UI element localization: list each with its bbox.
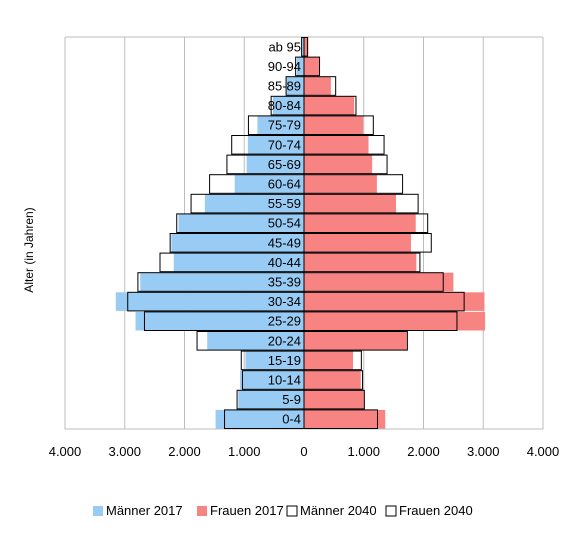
age-group-label: 10-14 bbox=[268, 373, 301, 388]
age-group-label: 30-34 bbox=[268, 294, 301, 309]
legend-label: Männer 2040 bbox=[300, 503, 377, 518]
bar-maenner-2017-ab-95 bbox=[302, 37, 304, 57]
age-group-label: 25-29 bbox=[268, 314, 301, 329]
bar-maenner-2017-0-4 bbox=[215, 409, 304, 429]
bar-frauen-2017-55-59 bbox=[304, 194, 397, 213]
age-group-label: 90-94 bbox=[268, 59, 301, 74]
bar-frauen-2017-ab-95 bbox=[304, 37, 309, 57]
bar-frauen-2017-80-84 bbox=[304, 96, 355, 115]
bar-frauen-2017-70-74 bbox=[304, 135, 369, 155]
age-group-label: 70-74 bbox=[268, 137, 301, 152]
bar-maenner-2017-35-39 bbox=[140, 272, 304, 292]
legend-swatch bbox=[286, 505, 298, 517]
age-group-label: 20-24 bbox=[268, 333, 301, 348]
x-tick-label: 4.000 bbox=[527, 444, 560, 459]
bar-frauen-2017-45-49 bbox=[304, 233, 411, 253]
age-group-label: 5-9 bbox=[282, 392, 301, 407]
x-tick-label: 0 bbox=[300, 444, 307, 459]
bar-maenner-2017-40-44 bbox=[173, 253, 304, 272]
bar-maenner-2017-55-59 bbox=[204, 194, 304, 213]
x-tick-label: 1.000 bbox=[347, 444, 380, 459]
age-group-label: 60-64 bbox=[268, 177, 301, 192]
bar-frauen-2017-90-94 bbox=[304, 57, 319, 76]
bar-frauen-2017-10-14 bbox=[304, 370, 361, 390]
age-group-label: ab 95 bbox=[268, 39, 301, 54]
bar-frauen-2017-0-4 bbox=[304, 409, 386, 429]
bar-frauen-2017-25-29 bbox=[304, 311, 486, 331]
bar-maenner-2017-75-79 bbox=[257, 115, 304, 135]
legend-label: Männer 2017 bbox=[106, 503, 183, 518]
age-group-label: 40-44 bbox=[268, 255, 301, 270]
bar-frauen-2017-5-9 bbox=[304, 390, 364, 409]
bar-frauen-2017-20-24 bbox=[304, 331, 407, 351]
x-axis-ticks: 4.000 3.000 2.000 1.000 0 1.000 2.000 3.000 4.00… bbox=[49, 444, 560, 459]
legend-swatch bbox=[93, 506, 103, 516]
bar-maenner-2017-85-89 bbox=[286, 76, 304, 96]
x-tick-label: 2.000 bbox=[168, 444, 201, 459]
age-group-label: 15-19 bbox=[268, 353, 301, 368]
bar-maenner-2017-25-29 bbox=[135, 311, 304, 331]
legend: Männer 2017 Frauen 2017 Männer 2040 Frauen … bbox=[93, 503, 473, 518]
x-tick-label: 2.000 bbox=[407, 444, 440, 459]
x-tick-label: 4.000 bbox=[49, 444, 82, 459]
bar-frauen-2017-60-64 bbox=[304, 174, 377, 194]
bar-maenner-2017-60-64 bbox=[234, 174, 304, 194]
bar-maenner-2017-5-9 bbox=[238, 390, 304, 409]
bar-frauen-2017-40-44 bbox=[304, 253, 417, 272]
age-group-label: 50-54 bbox=[268, 216, 301, 231]
bar-frauen-2017-75-79 bbox=[304, 115, 364, 135]
bar-maenner-2017-10-14 bbox=[240, 370, 304, 390]
legend-label: Frauen 2040 bbox=[399, 503, 473, 518]
age-group-label: 65-69 bbox=[268, 157, 301, 172]
bar-frauen-2017-30-34 bbox=[304, 292, 485, 311]
bar-frauen-2017-50-54 bbox=[304, 213, 416, 233]
bar-frauen-2017-35-39 bbox=[304, 272, 454, 292]
age-group-label: 35-39 bbox=[268, 275, 301, 290]
bar-frauen-2017-15-19 bbox=[304, 351, 353, 370]
age-group-labels: 0-4 5-9 10-14 15-19 20-24 25-29 30-34 35-39 40-4… bbox=[268, 39, 301, 426]
bar-frauen-2017-65-69 bbox=[304, 155, 373, 174]
bar-maenner-2017-15-19 bbox=[245, 351, 304, 370]
x-tick-label: 1.000 bbox=[228, 444, 261, 459]
bar-frauen-2017-85-89 bbox=[304, 76, 331, 96]
age-group-label: 45-49 bbox=[268, 235, 301, 250]
age-group-label: 75-79 bbox=[268, 118, 301, 133]
bar-maenner-2017-70-74 bbox=[247, 135, 304, 155]
bars bbox=[115, 37, 486, 429]
age-group-label: 80-84 bbox=[268, 98, 301, 113]
x-tick-label: 3.000 bbox=[467, 444, 500, 459]
bar-maenner-2017-30-34 bbox=[115, 292, 304, 311]
bar-maenner-2017-90-94 bbox=[296, 57, 304, 76]
bar-maenner-2017-80-84 bbox=[272, 96, 304, 115]
bar-maenner-2017-50-54 bbox=[178, 213, 304, 233]
y-axis-label: Alter (in Jahren) bbox=[22, 207, 36, 292]
age-group-label: 55-59 bbox=[268, 196, 301, 211]
legend-label: Frauen 2017 bbox=[210, 503, 284, 518]
bar-maenner-2017-65-69 bbox=[246, 155, 304, 174]
age-group-label: 0-4 bbox=[282, 412, 301, 427]
legend-swatch bbox=[197, 506, 207, 516]
legend-swatch bbox=[385, 505, 397, 517]
bar-maenner-2017-45-49 bbox=[171, 233, 304, 253]
x-tick-label: 3.000 bbox=[108, 444, 141, 459]
bar-maenner-2017-20-24 bbox=[207, 331, 304, 351]
age-group-label: 85-89 bbox=[268, 79, 301, 94]
